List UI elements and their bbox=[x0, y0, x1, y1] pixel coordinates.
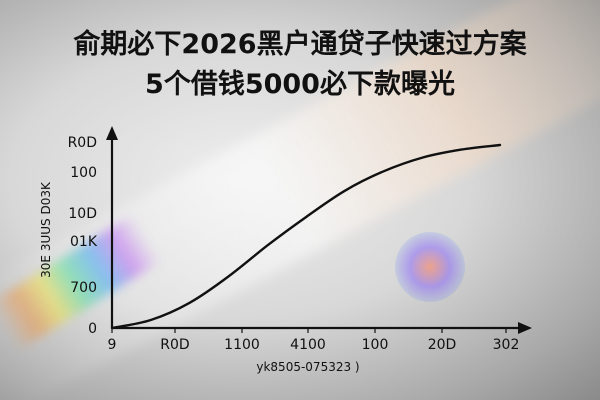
x-tick-label: 100 bbox=[362, 337, 389, 353]
axes bbox=[106, 126, 532, 334]
x-axis-arrow bbox=[518, 322, 532, 334]
y-tick-label: 0 bbox=[88, 321, 97, 337]
x-tick-label: 1100 bbox=[224, 337, 260, 353]
y-tick-label: R0D bbox=[68, 135, 97, 151]
x-tick-label: 20D bbox=[428, 337, 457, 353]
y-tick-label: 700 bbox=[70, 280, 97, 296]
chart-title-line-1: 俞期必下2026黑户通贷子快速过方案 bbox=[73, 29, 527, 60]
x-axis-title: yk8505-075323 ) bbox=[256, 360, 359, 374]
y-tick-label: 10D bbox=[68, 206, 97, 222]
y-tick-label: 100 bbox=[70, 165, 97, 181]
series-layer bbox=[110, 143, 502, 330]
y-axis-ticks: 0 700 01K 10D 100 R0D bbox=[68, 135, 98, 337]
series-line bbox=[110, 143, 502, 330]
x-tick-label: 9 bbox=[108, 337, 117, 353]
x-tick-label: R0D bbox=[160, 337, 189, 353]
y-axis-arrow bbox=[106, 126, 118, 140]
y-axis-title: 30E 3UUS D03K bbox=[39, 181, 53, 278]
x-tick-label: 302 bbox=[493, 337, 520, 353]
x-axis-ticks: 9 R0D 1100 4100 100 20D 302 bbox=[108, 328, 520, 353]
y-tick-label: 01K bbox=[70, 234, 98, 250]
chart-title-line-2: 5个借钱5000必下款曝光 bbox=[145, 69, 455, 100]
x-tick-label: 4100 bbox=[290, 337, 326, 353]
